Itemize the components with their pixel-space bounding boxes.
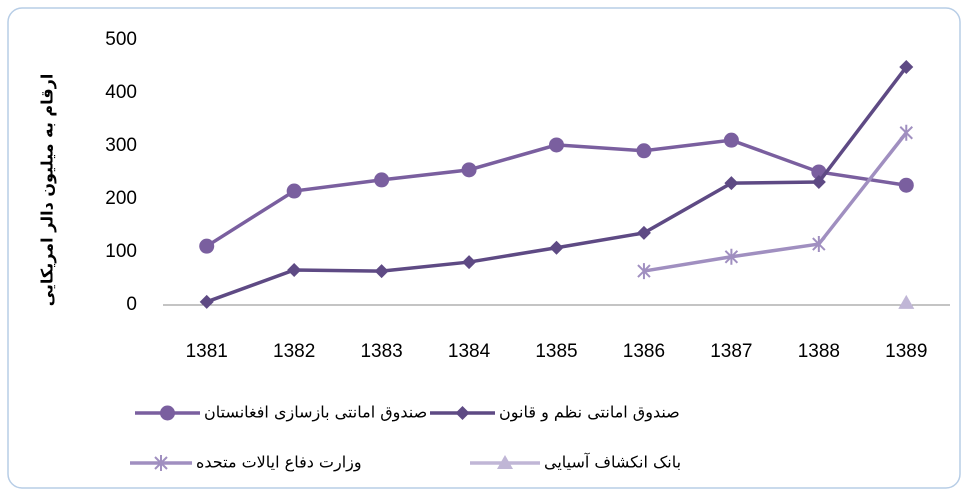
- marker-diamond: [549, 240, 564, 255]
- y-tick-label: 0: [126, 294, 137, 315]
- marker-triangle: [898, 294, 915, 309]
- y-tick-label: 100: [105, 241, 137, 262]
- marker-circle: [199, 238, 215, 254]
- legend-label: وزارت دفاع ایالات متحده: [196, 453, 362, 473]
- marker-asterisk: [724, 248, 739, 265]
- series-line: [643, 131, 908, 273]
- legend-label: صندوق امانتی بازسازی افغانستان: [204, 403, 427, 423]
- legend-label: بانک انکشاف آسیایی: [544, 453, 681, 472]
- marker-circle: [898, 177, 914, 193]
- y-tick-label: 200: [105, 188, 137, 209]
- marker-circle: [160, 405, 175, 421]
- marker-diamond: [636, 225, 651, 240]
- marker-circle: [636, 143, 652, 159]
- marker-asterisk: [812, 236, 826, 253]
- x-tick-label: 1387: [710, 341, 752, 362]
- chart-frame: [7, 7, 961, 489]
- marker-triangle: [497, 455, 513, 469]
- marker-diamond: [899, 60, 914, 75]
- y-tick-label: 400: [105, 82, 137, 103]
- marker-diamond: [199, 294, 214, 309]
- marker-diamond: [724, 176, 739, 191]
- marker-diamond: [455, 406, 470, 420]
- marker-diamond: [374, 264, 389, 279]
- legend-label: صندوق امانتی نظم و قانون: [499, 403, 680, 423]
- x-tick-label: 1386: [623, 341, 665, 362]
- y-tick-label: 300: [105, 135, 137, 156]
- marker-asterisk: [899, 124, 913, 141]
- x-tick-label: 1384: [448, 341, 491, 362]
- x-tick-label: 1385: [535, 341, 577, 362]
- marker-circle: [549, 137, 564, 153]
- x-tick-label: 1382: [273, 341, 315, 362]
- x-tick-label: 1381: [186, 341, 228, 362]
- marker-circle: [461, 162, 477, 178]
- y-axis-label: ارقام به میلیون دالر امریکایی: [38, 74, 57, 307]
- x-tick-label: 1388: [798, 341, 840, 362]
- marker-diamond: [811, 175, 826, 190]
- marker-circle: [286, 183, 302, 199]
- y-tick-label: 500: [105, 29, 137, 50]
- marker-asterisk: [637, 263, 651, 280]
- marker-asterisk: [154, 455, 168, 471]
- x-tick-label: 1383: [360, 341, 402, 362]
- marker-diamond: [462, 255, 477, 270]
- marker-diamond: [287, 263, 302, 278]
- marker-circle: [374, 172, 390, 188]
- marker-circle: [723, 132, 739, 148]
- x-tick-label: 1389: [885, 341, 927, 362]
